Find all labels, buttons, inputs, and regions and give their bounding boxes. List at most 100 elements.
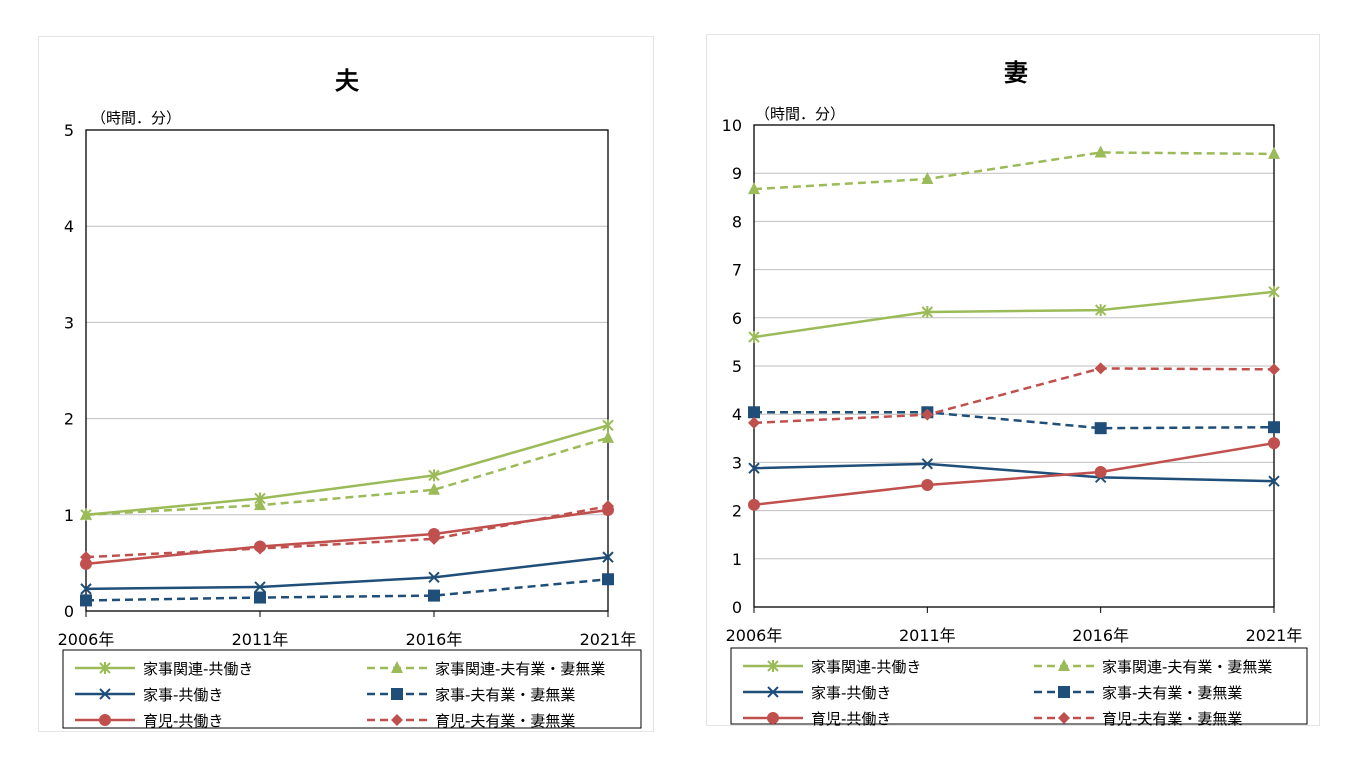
legend-marker <box>391 688 403 700</box>
legend <box>730 647 1308 725</box>
unit-label: （時間．分） <box>91 109 181 127</box>
legend-marker <box>767 686 779 698</box>
data-point <box>1268 285 1280 298</box>
legend-label: 家事関連‐共働き <box>811 658 921 676</box>
series-line <box>85 504 609 559</box>
series-line <box>753 290 1275 339</box>
data-point <box>748 498 760 511</box>
y-tick-label: 2 <box>732 502 742 521</box>
chart-wife: 妻 （時間．分） 0 1 2 3 4 5 6 7 8 9 10 2006年 2011年 2016年 2021年家… <box>722 59 1308 728</box>
data-point <box>1094 304 1107 317</box>
data-point <box>1268 363 1280 376</box>
series-line <box>753 367 1275 425</box>
y-tick-label: 1 <box>732 550 742 569</box>
x-tick-label: 2011年 <box>232 630 289 649</box>
legend-marker <box>99 688 111 700</box>
data-point <box>80 583 92 595</box>
series-line <box>753 441 1275 507</box>
legend-item: 育児‐夫有業・妻無業 <box>1034 710 1242 728</box>
data-point <box>254 498 266 511</box>
series-1 <box>748 145 1280 195</box>
data-point <box>80 551 92 564</box>
data-point <box>921 479 934 492</box>
y-tick-label: 4 <box>64 217 74 236</box>
series-0 <box>748 285 1280 344</box>
data-point <box>1268 421 1280 434</box>
series-3 <box>80 573 614 607</box>
series-3 <box>748 406 1280 435</box>
data-point <box>80 594 92 607</box>
chart-title: 妻 <box>1004 59 1028 87</box>
legend-label: 育児‐夫有業・妻無業 <box>435 712 575 730</box>
legend-item: 家事‐共働き <box>75 686 223 704</box>
y-tick-label: 6 <box>732 309 742 328</box>
y-tick-label: 10 <box>722 116 742 135</box>
x-tick-label: 2021年 <box>580 630 637 649</box>
legend-item: 育児‐夫有業・妻無業 <box>367 712 575 730</box>
series-line <box>753 151 1275 191</box>
data-point <box>1094 466 1107 479</box>
data-point <box>1268 475 1280 487</box>
legend-marker <box>767 712 779 724</box>
data-point <box>748 406 760 419</box>
chart-panel-husband: 夫 （時間．分） 0 1 2 3 4 5 2006年 2011年 2016年 2021年 家事関連‐共働… <box>38 36 654 732</box>
legend-item: 家事関連‐夫有業・妻無業 <box>367 660 605 678</box>
chart-husband: 夫 （時間．分） 0 1 2 3 4 5 2006年 2011年 2016年 2021年家事関連‐共働… <box>58 67 642 730</box>
y-tick-label: 8 <box>732 212 742 231</box>
series-1 <box>80 430 614 520</box>
data-point <box>748 462 760 474</box>
data-point <box>428 469 440 482</box>
data-point <box>1268 146 1280 159</box>
legend-label: 家事関連‐夫有業・妻無業 <box>1102 658 1272 676</box>
data-point <box>748 182 760 195</box>
plot-area <box>85 129 609 612</box>
series-line <box>85 436 609 517</box>
data-point <box>428 532 440 545</box>
y-tick-label: 3 <box>732 453 742 472</box>
data-point <box>1094 145 1107 158</box>
y-tick-label: 0 <box>64 602 74 621</box>
legend-label: 育児‐共働き <box>811 710 891 728</box>
data-point <box>428 571 440 584</box>
data-point <box>602 500 614 513</box>
series-line <box>754 411 1275 430</box>
data-point <box>602 430 614 443</box>
legend-item: 家事関連‐共働き <box>743 658 921 676</box>
unit-label: （時間．分） <box>755 105 845 123</box>
series-2 <box>80 551 614 595</box>
data-point <box>1094 422 1107 435</box>
y-tick-label: 5 <box>732 357 742 376</box>
x-tick-label: 2011年 <box>899 626 956 645</box>
legend-item: 家事関連‐共働き <box>75 660 253 678</box>
data-point <box>428 482 440 495</box>
data-point <box>921 171 934 184</box>
legend <box>62 649 642 729</box>
legend-marker <box>1058 686 1070 698</box>
data-point <box>921 458 934 470</box>
legend-label: 家事関連‐夫有業・妻無業 <box>435 660 605 678</box>
legend-item: 育児‐共働き <box>743 710 891 728</box>
series-0 <box>80 419 614 521</box>
legend-marker <box>99 714 111 726</box>
legend-marker <box>391 661 403 673</box>
y-tick-label: 7 <box>732 261 742 280</box>
x-tick-label: 2016年 <box>406 630 463 649</box>
data-point <box>602 551 614 563</box>
chart-title: 夫 <box>335 67 360 95</box>
data-point <box>80 507 92 520</box>
legend-item: 家事‐夫有業・妻無業 <box>367 686 575 704</box>
data-point <box>254 591 266 604</box>
legend-label: 家事‐夫有業・妻無業 <box>435 686 575 704</box>
legend-marker <box>767 660 779 672</box>
legend-label: 家事関連‐共働き <box>143 660 253 678</box>
series-4 <box>748 437 1280 511</box>
legend-item: 家事関連‐夫有業・妻無業 <box>1034 658 1272 676</box>
data-point <box>80 557 92 570</box>
y-tick-label: 4 <box>732 405 742 424</box>
legend-marker <box>1058 712 1070 724</box>
x-tick-label: 2016年 <box>1072 626 1129 645</box>
data-point <box>921 408 934 421</box>
legend-item: 家事‐共働き <box>743 684 891 702</box>
y-tick-label: 3 <box>64 313 74 332</box>
x-tick-label: 2006年 <box>58 630 115 649</box>
